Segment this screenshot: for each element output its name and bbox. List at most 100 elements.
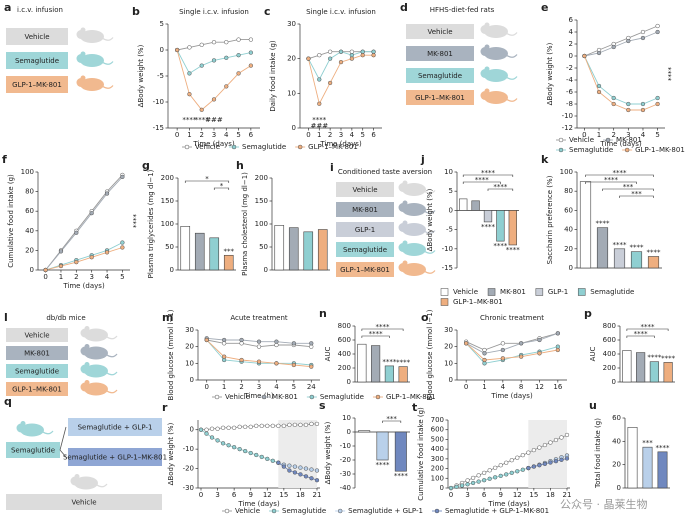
mouse-body xyxy=(84,382,108,396)
bar xyxy=(180,226,191,271)
group-label: Vehicle xyxy=(24,332,49,340)
y-tick-label: 700 xyxy=(431,416,444,424)
data-point xyxy=(526,465,531,471)
data-point xyxy=(509,458,514,463)
data-point xyxy=(309,364,314,369)
data-point xyxy=(291,362,297,368)
data-point xyxy=(611,101,616,107)
mouse-ear xyxy=(402,240,408,246)
data-point xyxy=(504,472,509,477)
data-point xyxy=(104,250,110,255)
panel-letter: d xyxy=(400,1,408,14)
y-tick-label: 60 xyxy=(564,206,573,214)
y-tick-label: -30 xyxy=(183,484,194,492)
data-point xyxy=(582,53,587,59)
y-tick-label: 10 xyxy=(444,359,453,367)
bracket xyxy=(462,181,501,184)
significance: **** xyxy=(613,169,628,177)
legend-label: Semaglutide + GLP-1 xyxy=(348,507,423,515)
data-point xyxy=(224,84,229,89)
series-line xyxy=(466,332,558,351)
mouse-icon xyxy=(398,240,436,256)
data-point xyxy=(448,485,454,491)
group-box xyxy=(406,46,474,61)
data-point xyxy=(349,56,355,61)
group-box xyxy=(6,442,60,458)
bar xyxy=(579,181,592,269)
data-point xyxy=(209,426,215,431)
legend-label: Vehicle xyxy=(453,288,478,296)
mouse-body xyxy=(84,364,108,378)
y-tick-label: 300 xyxy=(431,455,444,463)
legend-marker xyxy=(434,508,440,514)
significance: ### xyxy=(310,122,328,130)
y-tick-label: -15 xyxy=(153,124,164,132)
data-point xyxy=(256,359,262,364)
mouse-icon xyxy=(480,66,518,82)
data-point xyxy=(248,424,253,429)
panel-letter: u xyxy=(589,399,597,412)
arrow xyxy=(59,426,67,451)
y-axis-label: AUC xyxy=(324,346,332,361)
data-point xyxy=(317,53,322,58)
series-line xyxy=(584,31,658,57)
y-tick-label: 4 xyxy=(569,28,574,36)
legend-label: GLP-1–MK-801 xyxy=(308,143,358,151)
x-tick-label: 5 xyxy=(292,383,296,391)
y-tick-label: 20 xyxy=(444,343,453,351)
x-tick-label: 21 xyxy=(563,491,572,499)
data-point xyxy=(259,423,264,428)
mouse-ear xyxy=(402,220,408,226)
data-point xyxy=(327,49,333,54)
legend-marker xyxy=(261,394,267,400)
data-point xyxy=(58,263,64,269)
mouse-body xyxy=(402,243,426,256)
x-tick-label: 0 xyxy=(204,383,208,391)
legend-marker xyxy=(605,137,611,143)
x-tick-label: 0 xyxy=(306,131,310,139)
x-tick-label: 3 xyxy=(212,131,216,139)
group-box xyxy=(68,418,162,436)
data-point xyxy=(327,56,333,61)
y-axis-label: Cumulative food intake (g) xyxy=(7,174,15,268)
data-point xyxy=(248,37,254,42)
data-point xyxy=(493,475,498,480)
y-tick-label: -20 xyxy=(340,456,351,464)
arrow xyxy=(59,449,67,458)
y-tick-label: -10 xyxy=(183,445,194,453)
y-tick-label: 10 xyxy=(342,414,351,422)
y-tick-label: 60 xyxy=(612,414,621,422)
legend-label: Vehicle xyxy=(225,393,250,401)
data-point xyxy=(655,29,660,35)
y-tick-label: 0 xyxy=(569,264,573,272)
y-tick-label: 0 xyxy=(449,206,453,214)
data-point xyxy=(596,89,602,95)
mouse-body xyxy=(484,91,508,104)
data-point xyxy=(270,458,275,463)
significance: *** xyxy=(386,415,397,423)
data-point xyxy=(58,249,64,254)
x-tick-label: 6 xyxy=(482,491,487,499)
y-tick-label: 800 xyxy=(338,322,351,330)
legend-swatch xyxy=(577,288,586,296)
mouse-ear xyxy=(84,344,90,349)
mouse-ear xyxy=(20,421,26,426)
mouse-tail xyxy=(506,98,518,102)
y-tick-label: 500 xyxy=(431,435,444,443)
group-box xyxy=(68,448,162,466)
data-point xyxy=(537,351,542,356)
bar-label: **** xyxy=(493,242,508,250)
data-point xyxy=(481,470,487,475)
data-point xyxy=(221,354,227,359)
data-point xyxy=(215,438,220,443)
mouse-ear xyxy=(74,474,80,479)
legend-marker xyxy=(214,394,220,400)
data-point xyxy=(43,267,48,273)
mouse-tail xyxy=(106,353,118,358)
data-point xyxy=(243,424,248,429)
significance: **** xyxy=(312,116,327,124)
data-point xyxy=(555,331,560,336)
y-tick-label: -10 xyxy=(340,442,351,450)
data-point xyxy=(237,446,242,452)
y-tick-label: 150 xyxy=(161,197,174,205)
